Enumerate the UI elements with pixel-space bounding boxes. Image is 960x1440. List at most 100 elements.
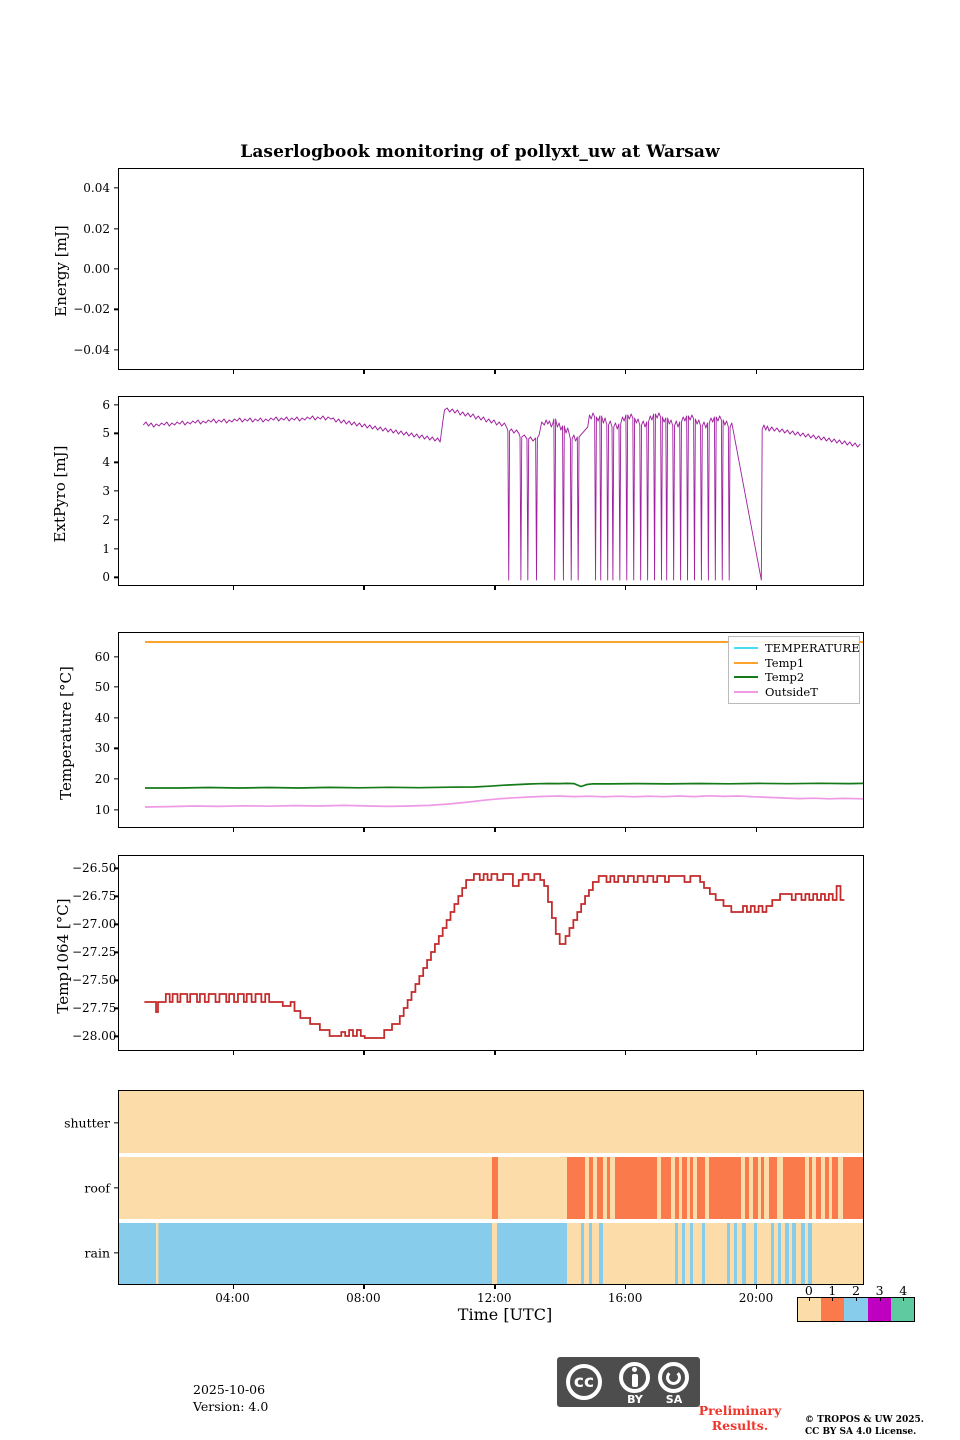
by-person-icon (632, 1367, 637, 1372)
y-tick-label: 0.04 (83, 181, 110, 196)
legend-label-temp1: Temp1 (765, 655, 805, 670)
x-tick-mark (756, 1051, 758, 1055)
y-tick-mark (114, 308, 118, 311)
sa-arrow-icon (666, 1370, 681, 1385)
colorbar-tick-mark (832, 1297, 834, 1301)
y-tick-label: −27.00 (72, 917, 117, 932)
y-tick-label: 40 (94, 710, 110, 725)
x-tick-mark (625, 828, 627, 832)
colorbar-swatch-2 (844, 1298, 868, 1321)
x-tick-mark (232, 1285, 234, 1289)
y-tick-label: 10 (94, 802, 110, 817)
y-tick-mark (114, 895, 118, 898)
legend-item-outsidet: OutsideT (734, 685, 853, 700)
legend-swatch-outsidet (734, 690, 758, 693)
status-row-label-rain: rain (84, 1245, 110, 1260)
y-tick-mark (114, 187, 118, 189)
x-tick-mark (494, 1285, 496, 1289)
rain-state-bands (156, 1223, 863, 1284)
y-tick-mark (114, 547, 118, 550)
colorbar-tick-mark (808, 1297, 810, 1301)
energy-axis-label: Energy [mJ] (52, 225, 70, 317)
temp1064-panel (118, 855, 864, 1051)
y-tick-mark (114, 268, 118, 270)
x-tick-mark (494, 370, 496, 374)
y-tick-mark (114, 717, 118, 719)
outsidet-trace (144, 794, 863, 808)
x-tick-mark (363, 1051, 365, 1055)
legend-swatch-temp2 (734, 676, 758, 679)
colorbar-tick-label: 2 (852, 1283, 860, 1298)
y-tick-label: −0.04 (73, 342, 110, 357)
x-tick-label: 12:00 (476, 1291, 512, 1305)
colorbar-swatch-0 (798, 1298, 822, 1321)
x-tick-mark (232, 828, 234, 832)
x-tick-mark (232, 370, 234, 374)
colorbar-tick-label: 1 (828, 1283, 837, 1298)
colorbar-tick-mark (856, 1297, 857, 1301)
legend-label-temp2: Temp2 (765, 670, 805, 685)
x-tick-mark (756, 586, 758, 590)
status-row-tick (114, 1186, 118, 1189)
temperature-axis-label: Temperature [°C] (57, 666, 75, 800)
y-tick-label: 5 (102, 426, 110, 441)
legend-swatch-temp1 (734, 661, 758, 664)
legend-item-temp1: Temp1 (734, 656, 853, 671)
copyright-note: © TROPOS & UW 2025. CC BY SA 4.0 License… (805, 1415, 924, 1437)
status-row-tick (114, 1251, 118, 1254)
y-tick-label: −26.75 (72, 889, 117, 904)
figure-title: Laserlogbook monitoring of pollyxt_uw at… (240, 142, 720, 162)
status-row-label-roof: roof (84, 1180, 110, 1195)
x-tick-mark (756, 828, 758, 832)
x-axis-label: Time [UTC] (457, 1305, 553, 1324)
legend-label-outsidet: OutsideT (765, 684, 818, 699)
energy-panel (118, 168, 864, 370)
extpyro-axis-label: ExtPyro [mJ] (51, 445, 69, 543)
legend-swatch-temperature (734, 647, 758, 650)
status-row-rain (119, 1223, 863, 1284)
y-tick-label: 50 (94, 680, 110, 695)
y-tick-mark (114, 1035, 118, 1038)
legend-item-temp2: Temp2 (734, 670, 853, 685)
y-tick-label: 20 (94, 772, 110, 786)
x-tick-mark (756, 1285, 758, 1289)
roof-state-bands (492, 1157, 863, 1219)
x-tick-mark (232, 1051, 234, 1055)
legend-label-temperature: TEMPERATURE (765, 641, 860, 656)
sa-circle-icon (658, 1362, 689, 1393)
footer-date-version: 2025-10-06 Version: 4.0 (193, 1382, 269, 1414)
y-tick-label: 2 (102, 512, 110, 527)
y-tick-label: −0.02 (73, 302, 110, 317)
y-tick-mark (114, 808, 118, 811)
x-tick-mark (625, 1051, 627, 1055)
temp1064-trace (144, 873, 845, 1039)
y-tick-label: −27.50 (72, 973, 117, 988)
y-tick-mark (114, 867, 118, 870)
legend-item-temperature: TEMPERATURE (734, 641, 860, 656)
x-tick-mark (363, 370, 365, 374)
colorbar-swatch-3 (867, 1298, 891, 1321)
y-tick-mark (114, 490, 118, 492)
y-tick-label: −26.50 (72, 861, 117, 876)
y-tick-label: 30 (94, 741, 110, 756)
y-tick-label: 1 (102, 541, 110, 556)
y-tick-label: 60 (94, 649, 110, 664)
y-tick-label: 0 (102, 570, 110, 585)
license-badge: cc BY SA (557, 1357, 700, 1407)
colorbar-tick-mark (903, 1297, 905, 1301)
colorbar (797, 1297, 915, 1322)
y-tick-mark (114, 747, 118, 750)
x-tick-mark (363, 586, 365, 590)
y-tick-mark (114, 432, 118, 435)
colorbar-tick-label: 4 (899, 1283, 908, 1298)
preliminary-results-note: Preliminary Results. (698, 1403, 782, 1433)
y-tick-mark (114, 951, 118, 954)
y-tick-mark (114, 778, 118, 780)
y-tick-mark (114, 655, 118, 658)
x-tick-label: 16:00 (607, 1291, 643, 1305)
temp2-trace (145, 782, 863, 789)
by-body-icon (631, 1374, 638, 1387)
x-tick-label: 04:00 (215, 1291, 250, 1305)
y-tick-mark (114, 349, 118, 351)
